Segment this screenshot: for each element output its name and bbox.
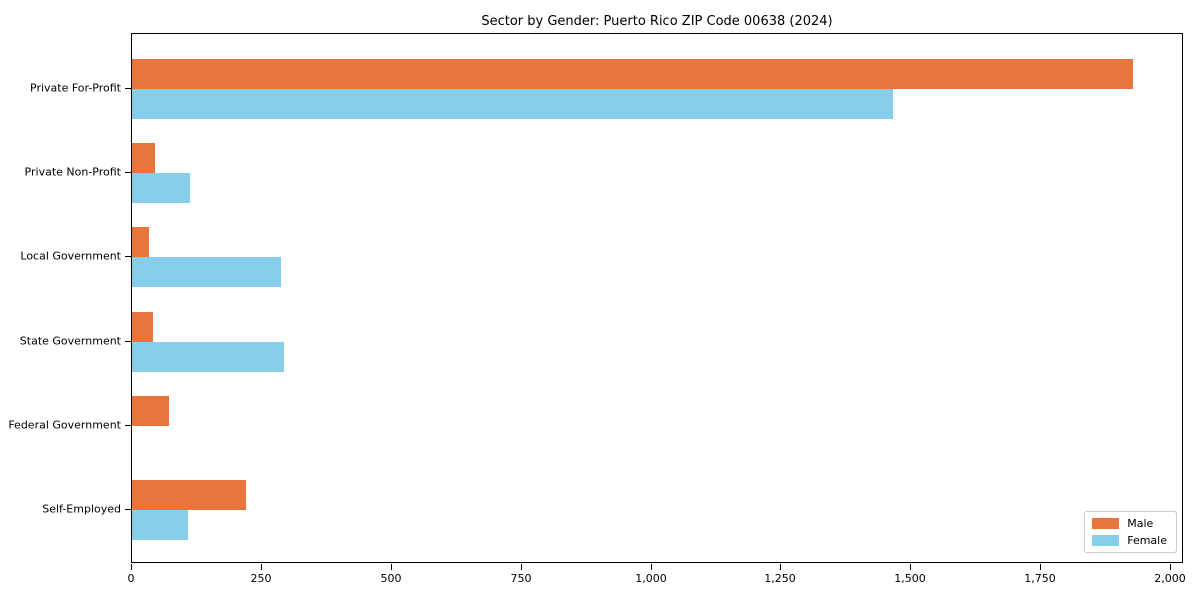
bar-female-local-government [132, 257, 281, 287]
bar-male-federal-government [132, 396, 169, 426]
x-tick-mark [131, 564, 132, 570]
y-tick-mark [125, 88, 131, 89]
x-tick-mark [391, 564, 392, 570]
x-tick-label-1500: 1,500 [894, 572, 926, 585]
legend-label-male: Male [1127, 517, 1154, 530]
chart-title: Sector by Gender: Puerto Rico ZIP Code 0… [481, 14, 833, 29]
x-tick-label-1750: 1,750 [1024, 572, 1056, 585]
x-tick-label-500: 500 [380, 572, 402, 585]
legend-item-male: Male [1092, 517, 1167, 530]
x-tick-mark [1170, 564, 1171, 570]
x-tick-label-250: 250 [250, 572, 272, 585]
bar-male-private-non-profit [132, 143, 155, 173]
bar-female-private-for-profit [132, 89, 893, 119]
bar-male-local-government [132, 227, 149, 257]
bar-female-private-non-profit [132, 173, 190, 203]
bar-male-state-government [132, 312, 153, 342]
x-tick-label-750: 750 [510, 572, 532, 585]
legend-item-female: Female [1092, 534, 1167, 547]
y-tick-mark [125, 341, 131, 342]
y-tick-mark [125, 256, 131, 257]
x-tick-mark [1040, 564, 1041, 570]
bar-female-self-employed [132, 510, 188, 540]
legend-swatch-female-icon [1092, 535, 1120, 546]
legend: Male Female [1084, 511, 1177, 553]
x-tick-label-0: 0 [127, 572, 135, 585]
legend-label-female: Female [1127, 534, 1167, 547]
x-tick-mark [521, 564, 522, 570]
y-tick-label-private-non-profit: Private Non-Profit [24, 165, 121, 179]
x-tick-mark [780, 564, 781, 570]
x-tick-label-1250: 1,250 [764, 572, 796, 585]
y-tick-label-federal-government: Federal Government [8, 418, 121, 432]
bar-female-state-government [132, 342, 284, 372]
x-tick-mark [651, 564, 652, 570]
y-tick-label-self-employed: Self-Employed [42, 502, 121, 516]
bar-male-private-for-profit [132, 59, 1133, 89]
y-tick-label-local-government: Local Government [20, 249, 121, 263]
legend-swatch-male-icon [1092, 518, 1120, 529]
y-tick-label-state-government: State Government [19, 334, 121, 348]
x-tick-label-2000: 2,000 [1154, 572, 1186, 585]
bar-male-self-employed [132, 480, 246, 510]
x-tick-label-1000: 1,000 [635, 572, 667, 585]
y-tick-mark [125, 425, 131, 426]
y-tick-mark [125, 509, 131, 510]
x-tick-mark [910, 564, 911, 570]
y-tick-mark [125, 172, 131, 173]
x-tick-mark [261, 564, 262, 570]
y-tick-label-private-for-profit: Private For-Profit [30, 81, 121, 95]
plot-area [131, 33, 1183, 563]
